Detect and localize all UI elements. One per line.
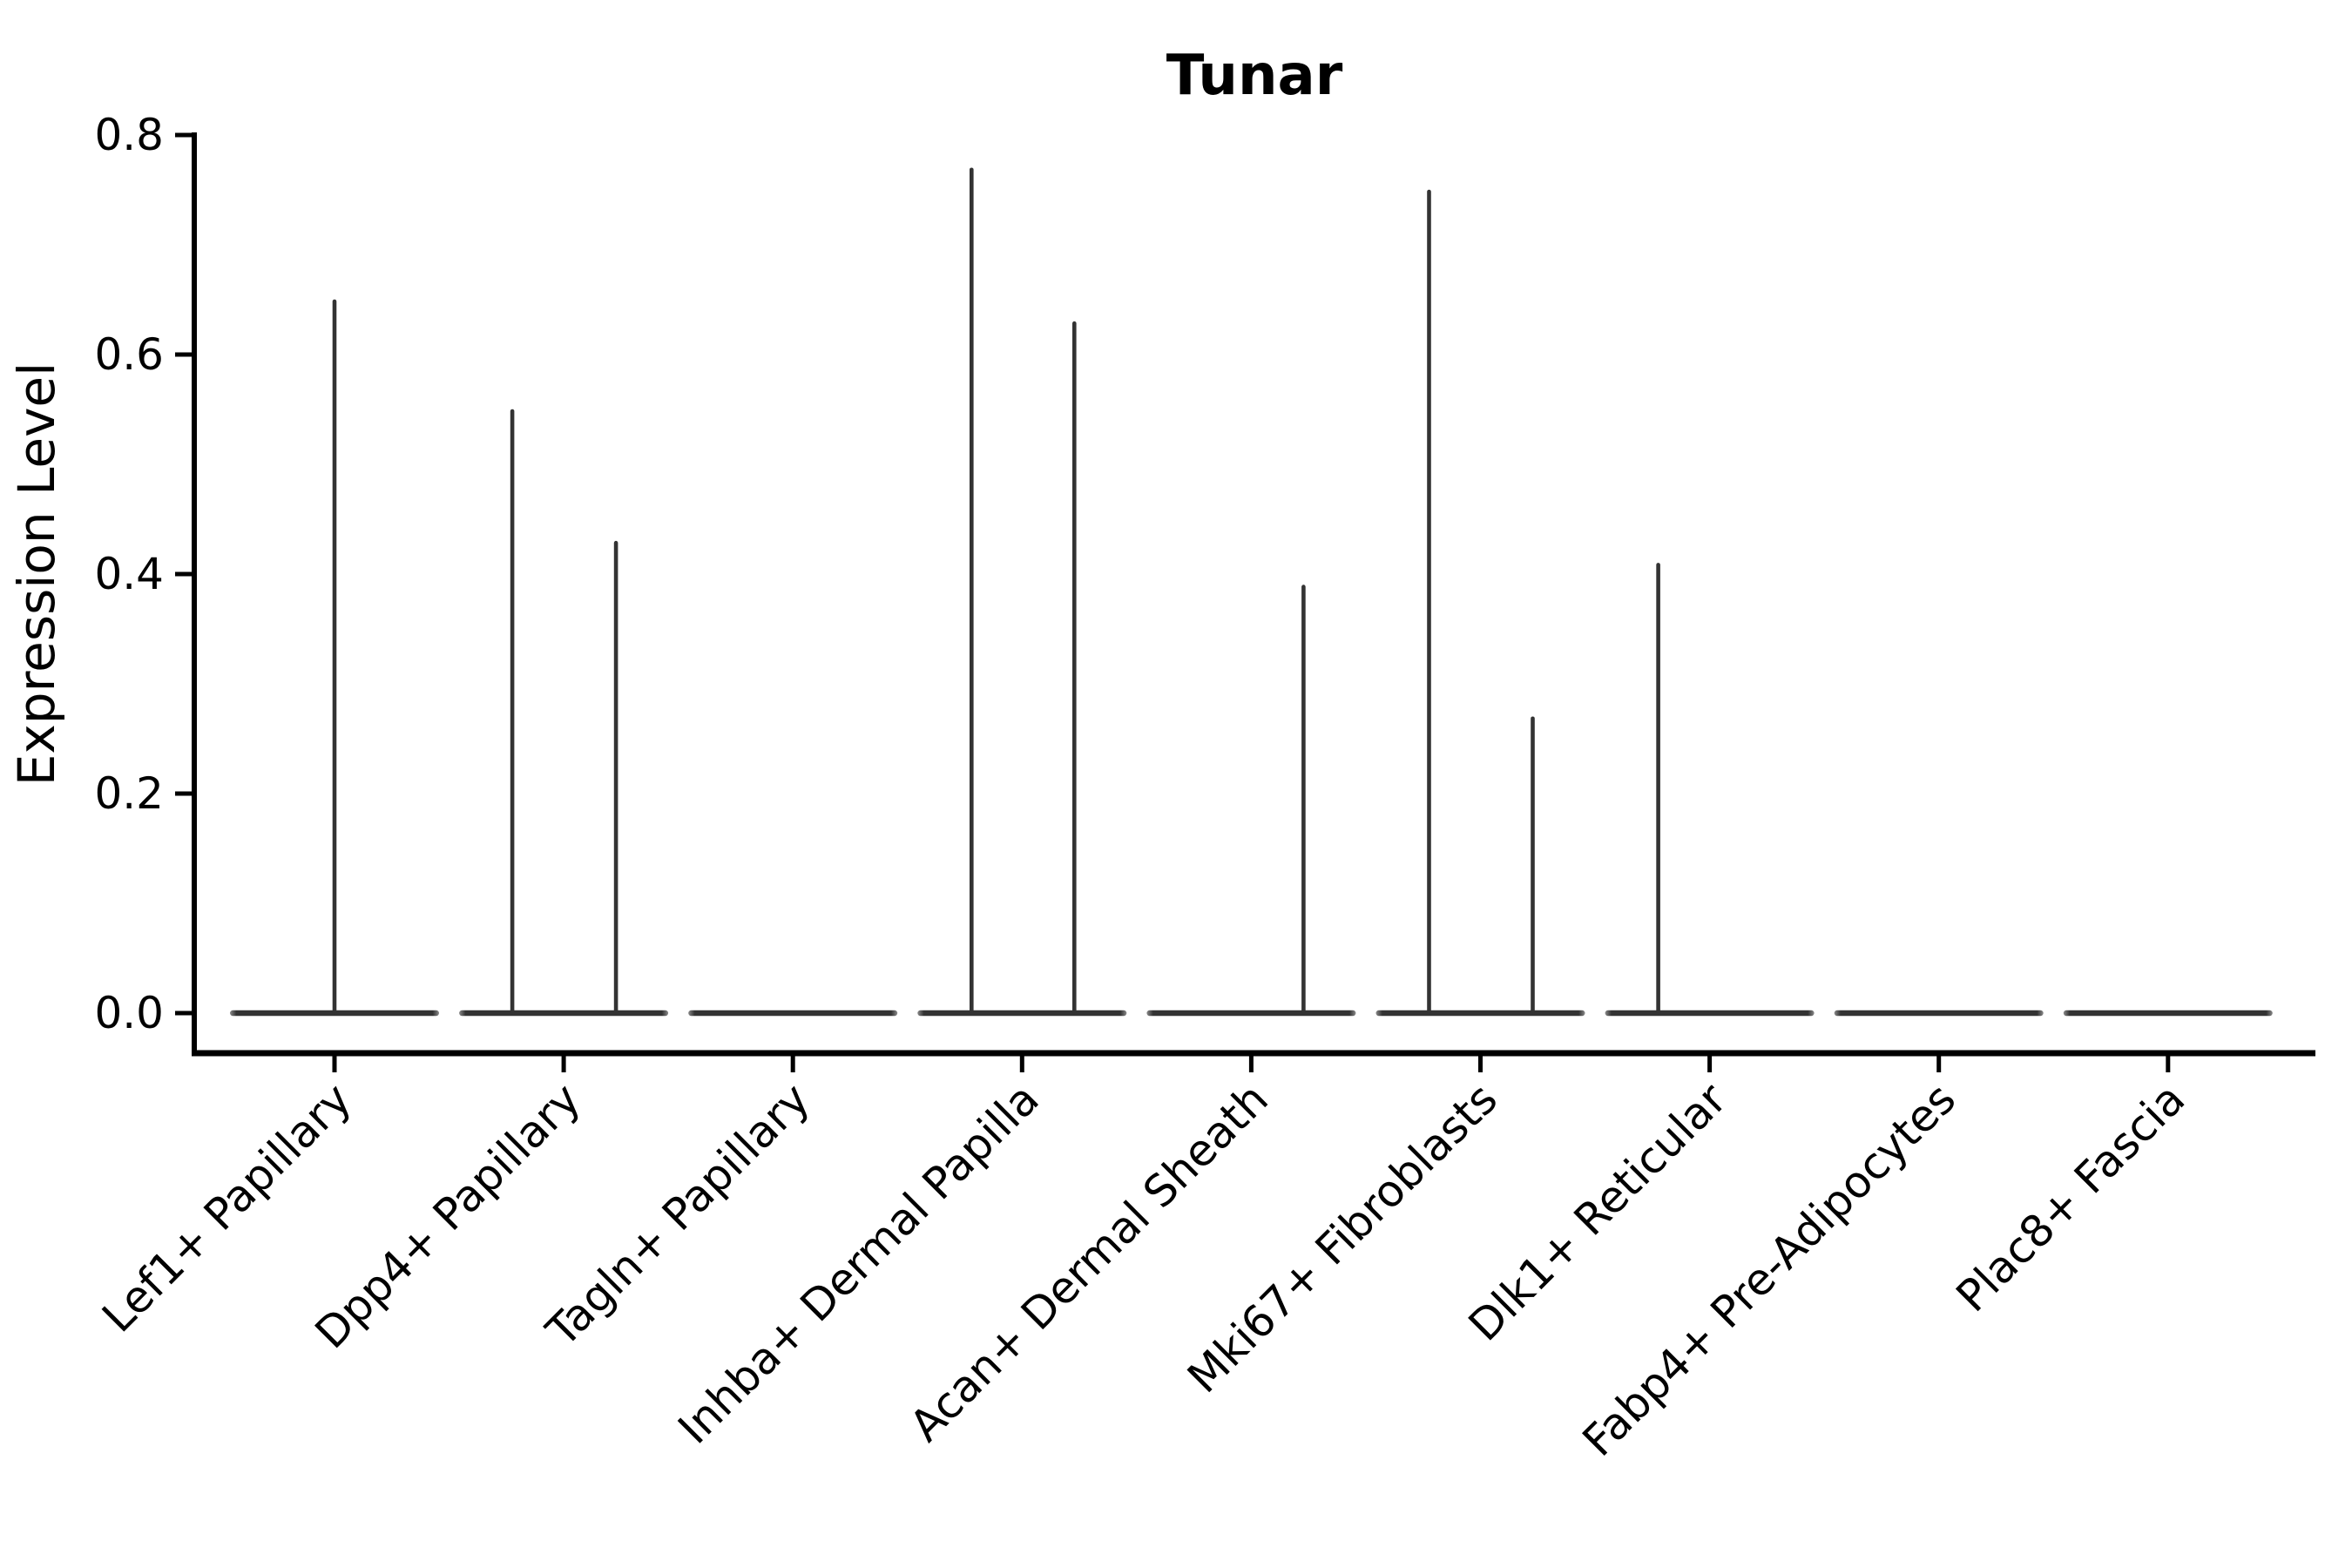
violin xyxy=(1605,563,1815,1017)
violin-baseline xyxy=(688,1010,898,1017)
violin xyxy=(1375,189,1585,1017)
violin xyxy=(230,299,439,1017)
violin xyxy=(917,167,1127,1017)
violin-baseline xyxy=(917,1010,1127,1017)
y-tick-label: 0.8 xyxy=(94,110,164,160)
x-tick-label: Lef1+ Papillary xyxy=(92,1073,361,1342)
y-tick-label: 0.2 xyxy=(94,768,164,819)
y-axis-label: Expression Level xyxy=(7,362,66,786)
violin-series-layer xyxy=(230,167,2273,1017)
y-tick-label: 0.4 xyxy=(94,549,164,599)
y-tick-label: 0.0 xyxy=(94,988,164,1038)
violin xyxy=(459,409,669,1017)
chart-title: Tunar xyxy=(1166,44,1343,108)
violin-baseline xyxy=(1834,1010,2044,1017)
violin xyxy=(688,1010,898,1017)
y-tick-label: 0.6 xyxy=(94,329,164,380)
violin-baseline xyxy=(2063,1010,2273,1017)
violin-baseline xyxy=(1146,1010,1356,1017)
x-tick-label: Fabp4+ Pre-Adipocytes xyxy=(1573,1073,1966,1466)
violin xyxy=(1834,1010,2044,1017)
violin xyxy=(2063,1010,2273,1017)
violin-baseline xyxy=(459,1010,669,1017)
violin xyxy=(1146,585,1356,1017)
violin-baseline xyxy=(1375,1010,1585,1017)
x-tick-label: Plac8+ Fascia xyxy=(1947,1073,2195,1321)
violin-baseline xyxy=(1605,1010,1815,1017)
